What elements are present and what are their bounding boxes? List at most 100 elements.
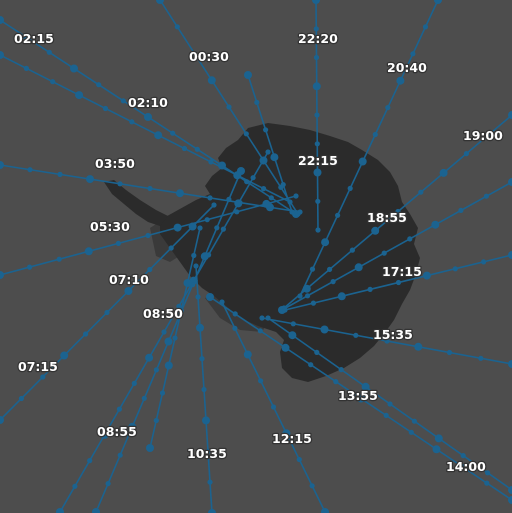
track-point-07-10 <box>145 353 154 362</box>
time-label-07-10: 07:10 <box>109 272 149 287</box>
track-point-07-15 <box>124 287 133 295</box>
track-point-20-40 <box>297 293 303 299</box>
track-point-15-35 <box>508 360 512 368</box>
track-point-02-10 <box>0 51 4 59</box>
track-point-02-10 <box>208 159 214 165</box>
track-point-08-55 <box>197 225 203 231</box>
track-point-07-10 <box>131 380 137 386</box>
track-point-14-00 <box>508 486 512 494</box>
track-point-05-30 <box>0 271 4 279</box>
track-point-02-15 <box>244 179 250 185</box>
track-point-22-20 <box>312 0 320 4</box>
track-point-07-15 <box>147 266 153 273</box>
track-point-20-40 <box>396 76 405 85</box>
track-point-07-10 <box>176 303 182 309</box>
time-label-10-35: 10:35 <box>187 446 227 461</box>
track-point-22-15 <box>244 71 252 79</box>
track-point-08-50 <box>237 167 245 175</box>
track-point-07-10 <box>265 149 271 155</box>
track-point-12-15 <box>282 429 291 438</box>
track-point-05-30 <box>115 240 121 246</box>
track-point-07-10 <box>250 175 256 181</box>
track-point-14-00 <box>288 331 297 340</box>
track-point-20-40 <box>321 238 330 247</box>
track-point-13-55 <box>383 412 389 418</box>
track-point-10-35 <box>208 509 216 513</box>
track-point-07-10 <box>234 199 243 208</box>
track-point-08-50 <box>226 196 232 202</box>
track-point-19-00 <box>439 168 448 177</box>
track-point-22-20 <box>313 26 319 32</box>
track-point-17-15 <box>422 271 431 280</box>
antarctica-continent <box>104 123 420 382</box>
track-point-02-15 <box>268 195 274 201</box>
track-point-00-30 <box>259 156 268 165</box>
track-point-15-35 <box>259 315 265 321</box>
track-point-02-10 <box>261 186 267 192</box>
track-point-00-30 <box>243 131 249 137</box>
track-point-07-10 <box>72 483 78 489</box>
track-point-14-00 <box>411 418 417 424</box>
track-point-07-10 <box>220 226 226 232</box>
track-point-05-30 <box>27 264 33 270</box>
time-label-18-55: 18:55 <box>367 210 407 225</box>
track-point-22-20 <box>313 168 322 177</box>
track-point-03-50 <box>27 167 33 173</box>
track-point-02-10 <box>154 131 163 140</box>
track-point-18-55 <box>458 207 464 213</box>
track-point-19-00 <box>508 111 512 119</box>
track-point-14-00 <box>387 401 393 407</box>
track-point-08-50 <box>105 481 111 487</box>
track-point-03-50 <box>297 209 303 215</box>
track-point-07-15 <box>211 202 217 208</box>
track-point-08-55 <box>191 252 197 259</box>
track-point-00-30 <box>226 104 232 110</box>
track-point-02-15 <box>144 113 152 121</box>
time-label-15-35: 15:35 <box>373 327 413 342</box>
track-point-19-00 <box>418 189 424 195</box>
track-point-12-15 <box>309 483 315 489</box>
track-point-14-00 <box>361 382 370 391</box>
track-point-08-55 <box>153 417 159 424</box>
track-point-22-20 <box>315 198 321 204</box>
track-point-19-00 <box>463 151 469 157</box>
track-point-13-55 <box>484 480 490 486</box>
track-point-00-30 <box>174 24 180 30</box>
track-point-08-55 <box>183 279 192 287</box>
track-point-05-30 <box>145 232 151 239</box>
track-point-14-00 <box>338 367 344 373</box>
track-point-19-00 <box>327 266 333 272</box>
time-label-08-50: 08:50 <box>143 306 183 321</box>
track-point-13-55 <box>432 445 441 454</box>
track-point-03-50 <box>86 175 94 184</box>
track-point-02-10 <box>75 91 84 100</box>
track-point-12-15 <box>258 378 264 384</box>
track-point-15-35 <box>478 355 484 361</box>
track-point-02-15 <box>120 98 126 104</box>
track-point-18-55 <box>508 178 512 186</box>
track-point-03-50 <box>176 189 184 198</box>
track-point-14-00 <box>460 453 466 459</box>
time-label-13-55: 13:55 <box>338 388 378 403</box>
track-point-05-30 <box>56 256 62 262</box>
track-point-07-10 <box>56 508 64 513</box>
track-point-08-55 <box>146 444 154 452</box>
track-point-03-50 <box>207 195 213 201</box>
track-point-13-55 <box>333 379 339 385</box>
track-point-18-55 <box>483 193 489 199</box>
track-point-02-15 <box>22 33 28 39</box>
track-point-08-50 <box>200 252 209 261</box>
time-labels: 02:15 00:30 22:20 20:40 02:10 19:00 03:5… <box>13 30 505 476</box>
time-label-02-15: 02:15 <box>14 31 54 46</box>
track-point-07-15 <box>18 395 24 402</box>
time-label-17-15: 17:15 <box>382 264 422 279</box>
track-point-03-50 <box>117 181 123 187</box>
track-point-18-55 <box>381 250 387 256</box>
track-point-20-40 <box>422 24 429 30</box>
track-point-02-15 <box>170 130 176 136</box>
track-line-22-15 <box>247 74 293 213</box>
track-point-20-40 <box>335 212 341 218</box>
track-point-17-15 <box>481 259 487 265</box>
track-point-17-15 <box>367 286 373 292</box>
